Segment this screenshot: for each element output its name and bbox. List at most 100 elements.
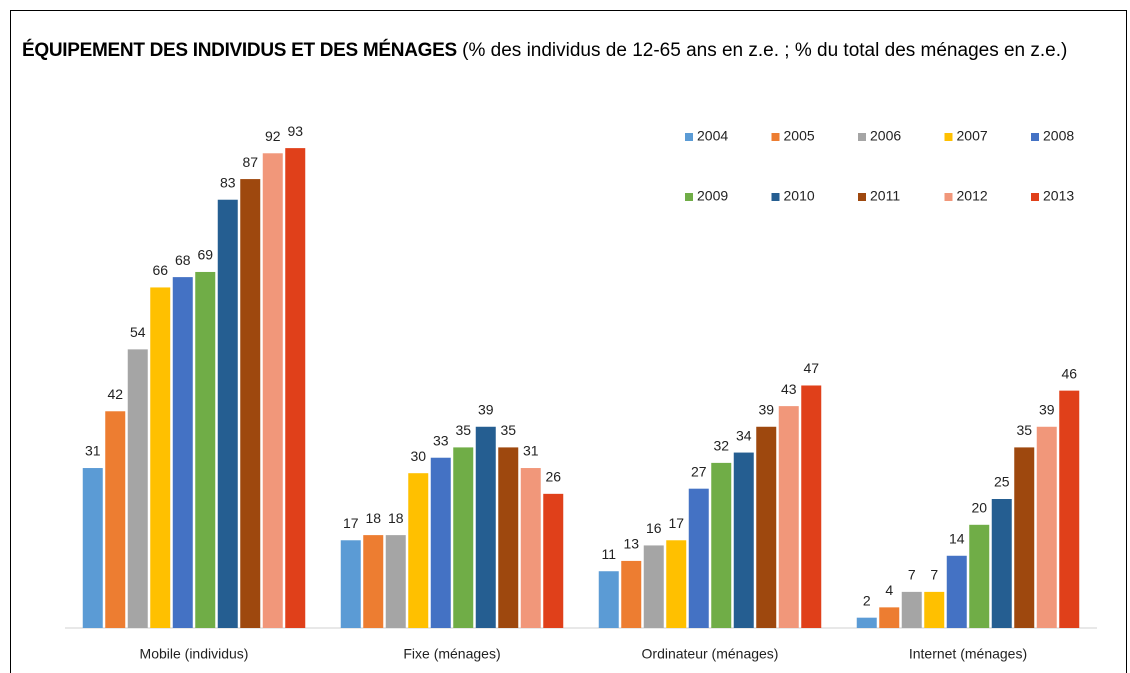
data-label: 13 <box>623 536 639 552</box>
bar <box>385 535 406 628</box>
legend-swatch <box>944 133 953 141</box>
data-label: 35 <box>500 422 516 438</box>
data-label: 17 <box>343 515 359 531</box>
bar <box>924 591 945 628</box>
bar <box>172 277 193 628</box>
bar <box>733 452 754 628</box>
bar <box>262 153 283 628</box>
bar <box>340 540 361 628</box>
legend-swatch <box>858 133 866 141</box>
bar <box>475 426 496 628</box>
bar <box>643 545 664 628</box>
bar <box>195 271 216 628</box>
legend-label: 2010 <box>784 188 815 204</box>
data-label: 39 <box>1039 401 1055 417</box>
bar <box>688 488 709 628</box>
legend-label: 2013 <box>1043 188 1074 204</box>
bar <box>946 555 967 628</box>
legend-label: 2008 <box>1043 128 1074 144</box>
x-tick-label: Mobile (individus) <box>140 646 249 662</box>
bar <box>127 349 148 628</box>
data-label: 30 <box>410 448 426 464</box>
legend-swatch <box>1031 133 1039 141</box>
title-block: ÉQUIPEMENT DES INDIVIDUS ET DES MÉNAGES … <box>22 36 1122 66</box>
legend-swatch <box>1031 193 1039 201</box>
data-label: 35 <box>1016 422 1032 438</box>
data-label: 25 <box>994 474 1010 490</box>
data-label: 16 <box>646 520 662 536</box>
bar <box>105 411 126 628</box>
data-label: 27 <box>691 463 707 479</box>
bar <box>1014 447 1035 628</box>
data-label: 7 <box>908 567 916 583</box>
legend-swatch <box>858 193 866 201</box>
bar <box>363 535 384 628</box>
bar <box>543 493 564 628</box>
bar <box>756 426 777 628</box>
x-tick-label: Ordinateur (ménages) <box>642 646 779 662</box>
bar <box>408 473 429 628</box>
bar <box>82 468 103 628</box>
bar <box>520 468 541 628</box>
data-label: 33 <box>433 432 449 448</box>
bar <box>217 199 238 628</box>
bar <box>240 179 261 628</box>
data-label: 47 <box>803 360 819 376</box>
legend-label: 2011 <box>870 188 900 204</box>
bar <box>856 617 877 628</box>
bar <box>801 385 822 628</box>
data-label: 31 <box>85 443 101 459</box>
frame <box>10 10 1127 673</box>
bar <box>150 287 171 628</box>
x-tick-label: Fixe (ménages) <box>403 646 500 662</box>
bar <box>969 524 990 628</box>
bar <box>285 148 306 628</box>
data-label: 87 <box>242 154 258 170</box>
bar <box>598 571 619 628</box>
x-tick-label: Internet (ménages) <box>909 646 1027 662</box>
data-label: 35 <box>455 422 471 438</box>
data-label: 32 <box>713 438 729 454</box>
data-label: 31 <box>523 443 539 459</box>
legend-label: 2012 <box>957 188 988 204</box>
data-label: 83 <box>220 174 236 190</box>
bar <box>991 499 1012 628</box>
legend-label: 2005 <box>784 128 815 144</box>
legend-label: 2007 <box>957 128 988 144</box>
legend-swatch <box>944 193 953 201</box>
data-label: 14 <box>949 530 965 546</box>
data-label: 18 <box>388 510 404 526</box>
legend-swatch <box>771 133 780 141</box>
data-label: 54 <box>130 324 146 340</box>
legend-swatch <box>685 133 693 141</box>
data-label: 92 <box>265 128 281 144</box>
data-label: 11 <box>601 546 616 562</box>
bar <box>621 560 642 628</box>
data-label: 39 <box>478 401 494 417</box>
chart-subtitle: (% des individus de 12-65 ans en z.e. ; … <box>462 40 1068 61</box>
data-label: 69 <box>197 247 213 263</box>
data-label: 26 <box>545 469 561 485</box>
data-label: 39 <box>758 401 774 417</box>
bar <box>1036 426 1057 628</box>
data-label: 17 <box>668 515 684 531</box>
legend-swatch <box>771 193 780 201</box>
legend-swatch <box>685 193 693 201</box>
data-label: 42 <box>107 386 123 402</box>
legend-label: 2006 <box>870 128 901 144</box>
bar <box>666 540 687 628</box>
bar <box>498 447 519 628</box>
bar <box>901 591 922 628</box>
bar <box>430 457 451 628</box>
data-label: 7 <box>930 567 938 583</box>
data-label: 20 <box>971 500 987 516</box>
data-label: 46 <box>1061 365 1077 381</box>
legend-label: 2004 <box>697 128 728 144</box>
legend-label: 2009 <box>697 188 728 204</box>
data-label: 18 <box>365 510 381 526</box>
data-label: 66 <box>152 262 168 278</box>
data-label: 2 <box>863 592 871 608</box>
data-label: 43 <box>781 381 797 397</box>
data-label: 34 <box>736 427 752 443</box>
